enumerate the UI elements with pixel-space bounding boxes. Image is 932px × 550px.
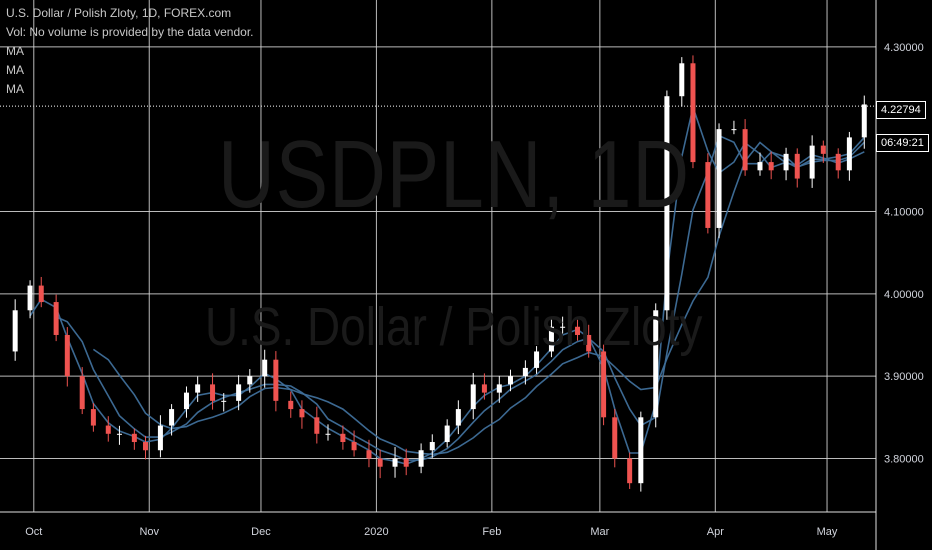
candle-up — [418, 450, 424, 467]
candle-up — [262, 359, 268, 377]
ma-indicator-3[interactable]: MA — [6, 82, 24, 96]
price-axis: 4.30000 4.10000 4.00000 3.90000 3.80000 — [875, 0, 924, 550]
time-tick-label: Mar — [590, 526, 609, 538]
candle-down — [340, 433, 346, 443]
candle-up — [157, 425, 163, 451]
candle-down — [366, 450, 372, 459]
symbol-title[interactable]: U.S. Dollar / Polish Zloty, 1D, FOREX.co… — [6, 6, 232, 20]
candle-down — [481, 384, 487, 393]
ma-line-2 — [55, 134, 865, 461]
volume-note: Vol: No volume is provided by the data v… — [6, 25, 254, 39]
candle-down — [105, 425, 111, 434]
candle-up — [470, 384, 476, 410]
candle-down — [742, 129, 748, 171]
candle-up — [221, 400, 227, 402]
ma-indicator-1[interactable]: MA — [6, 44, 24, 58]
ma-line-3 — [92, 141, 865, 456]
candle-up — [195, 384, 201, 393]
candle-up — [444, 425, 450, 443]
time-tick-label: Oct — [25, 526, 42, 538]
candle-down — [79, 376, 85, 410]
chart-grid — [0, 0, 876, 512]
chart-legend: U.S. Dollar / Polish Zloty, 1D, FOREX.co… — [6, 4, 253, 99]
time-tick-label: Apr — [707, 526, 724, 538]
candle-up — [809, 145, 815, 179]
price-tick-label: 3.90000 — [884, 371, 924, 383]
candle-down — [601, 351, 607, 418]
candle-down — [705, 162, 711, 228]
candle-up — [27, 285, 33, 311]
candle-up — [392, 458, 398, 467]
candle-up — [116, 433, 122, 435]
candle-down — [690, 63, 696, 163]
candle-up — [534, 351, 540, 368]
candle-down — [768, 162, 774, 171]
candle-up — [861, 104, 867, 138]
time-axis: Oct Nov Dec 2020 Feb Mar Apr May — [0, 511, 876, 538]
candle-up — [496, 384, 502, 393]
time-tick-label: 2020 — [364, 526, 388, 538]
candle-down — [835, 153, 841, 171]
time-tick-label: Nov — [139, 526, 159, 538]
candle-down — [299, 409, 305, 418]
candle-down — [64, 334, 70, 377]
candle-up — [638, 417, 644, 484]
candle-down — [403, 458, 409, 467]
time-tick-label: Feb — [482, 526, 501, 538]
candle-up — [169, 409, 175, 426]
candle-up — [507, 376, 513, 385]
candle-down — [210, 384, 216, 401]
ma-line-1 — [29, 104, 865, 465]
candle-down — [794, 153, 800, 179]
candle-up — [429, 442, 435, 451]
candle-down — [627, 458, 633, 484]
candles — [12, 55, 867, 492]
candle-up — [731, 129, 737, 131]
candle-up — [716, 129, 722, 228]
time-tick-label: Dec — [251, 526, 271, 538]
candle-up — [247, 376, 253, 385]
candle-down — [314, 417, 320, 434]
candle-down — [575, 326, 581, 335]
candle-up — [522, 367, 528, 377]
time-tick-label: May — [817, 526, 838, 538]
candle-down — [288, 400, 294, 410]
price-tick-label: 4.00000 — [884, 289, 924, 301]
candle-down — [377, 458, 383, 467]
candle-down — [612, 417, 618, 459]
candle-up — [325, 433, 331, 435]
candle-up — [653, 310, 659, 418]
price-tick-label: 3.80000 — [884, 453, 924, 465]
candle-down — [143, 442, 149, 451]
price-tick-label: 4.30000 — [884, 42, 924, 54]
candle-up — [846, 137, 852, 171]
candle-up — [664, 96, 670, 311]
candle-up — [236, 384, 242, 401]
moving-average-lines — [29, 104, 865, 465]
candle-up — [183, 392, 189, 410]
last-price-label: 4.22794 — [876, 101, 926, 119]
candle-down — [273, 359, 279, 401]
candle-up — [757, 162, 763, 171]
candle-up — [12, 310, 18, 352]
candle-down — [131, 433, 137, 443]
candle-down — [586, 334, 592, 352]
candle-down — [38, 285, 44, 303]
candle-down — [351, 442, 357, 451]
candle-up — [679, 63, 685, 97]
candle-up — [548, 326, 554, 352]
candle-down — [90, 409, 96, 426]
candle-down — [820, 145, 826, 154]
candle-up — [455, 409, 461, 426]
bar-countdown-label: 06:49:21 — [876, 134, 929, 152]
candle-up — [783, 153, 789, 171]
ma-indicator-2[interactable]: MA — [6, 63, 24, 77]
price-tick-label: 4.10000 — [884, 206, 924, 218]
candle-up — [560, 326, 566, 328]
candle-down — [53, 302, 59, 335]
